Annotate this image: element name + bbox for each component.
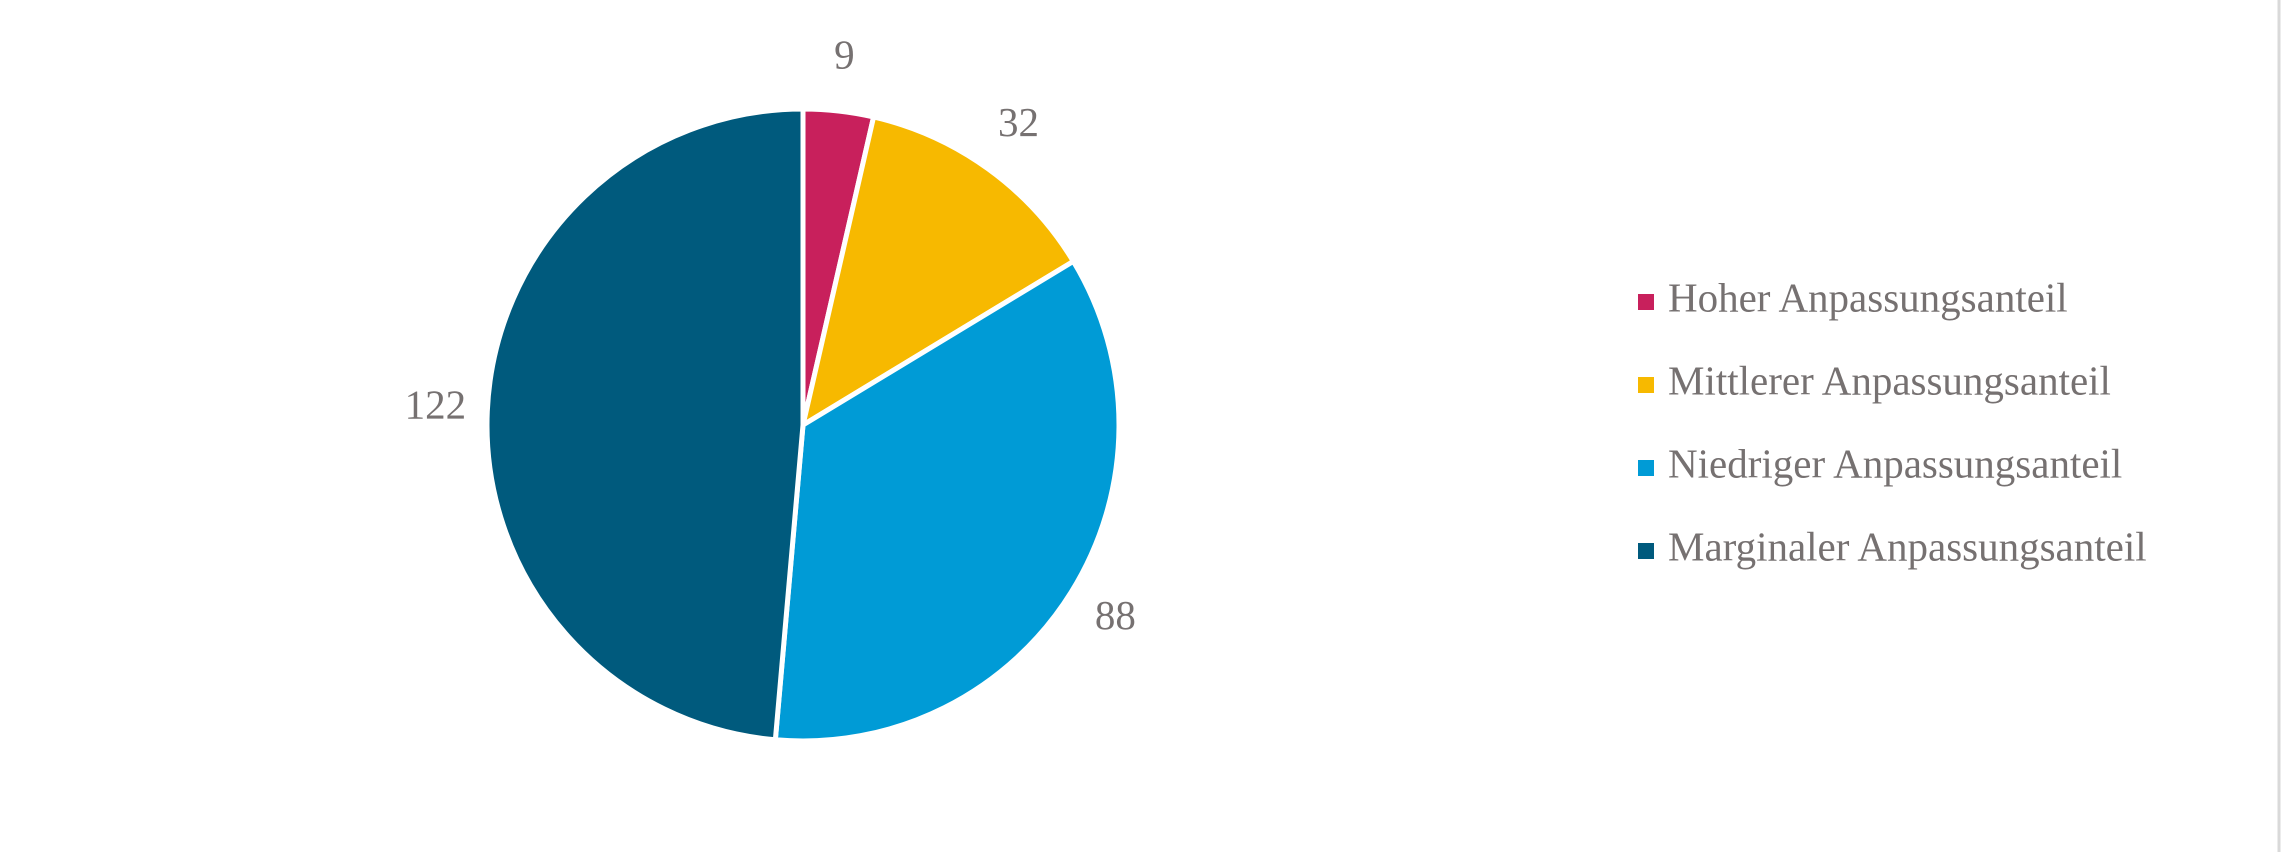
data-label: 88 [1095, 592, 1136, 638]
legend-swatch [1638, 294, 1654, 310]
legend-label: Hoher Anpassungsanteil [1668, 274, 2068, 320]
data-label: 122 [405, 381, 467, 427]
data-label: 9 [834, 32, 855, 78]
legend-label: Niedriger Anpassungsanteil [1668, 440, 2122, 486]
pie-slice [484, 106, 806, 743]
legend-swatch [1638, 377, 1654, 393]
legend-swatch [1638, 543, 1654, 559]
data-label: 32 [998, 99, 1039, 145]
legend-label: Mittlerer Anpassungsanteil [1668, 357, 2111, 403]
pie-slice [772, 258, 1122, 744]
legend-label: Marginaler Anpassungsanteil [1668, 523, 2147, 569]
pie-slice [800, 114, 1076, 428]
legend-swatch [1638, 460, 1654, 476]
